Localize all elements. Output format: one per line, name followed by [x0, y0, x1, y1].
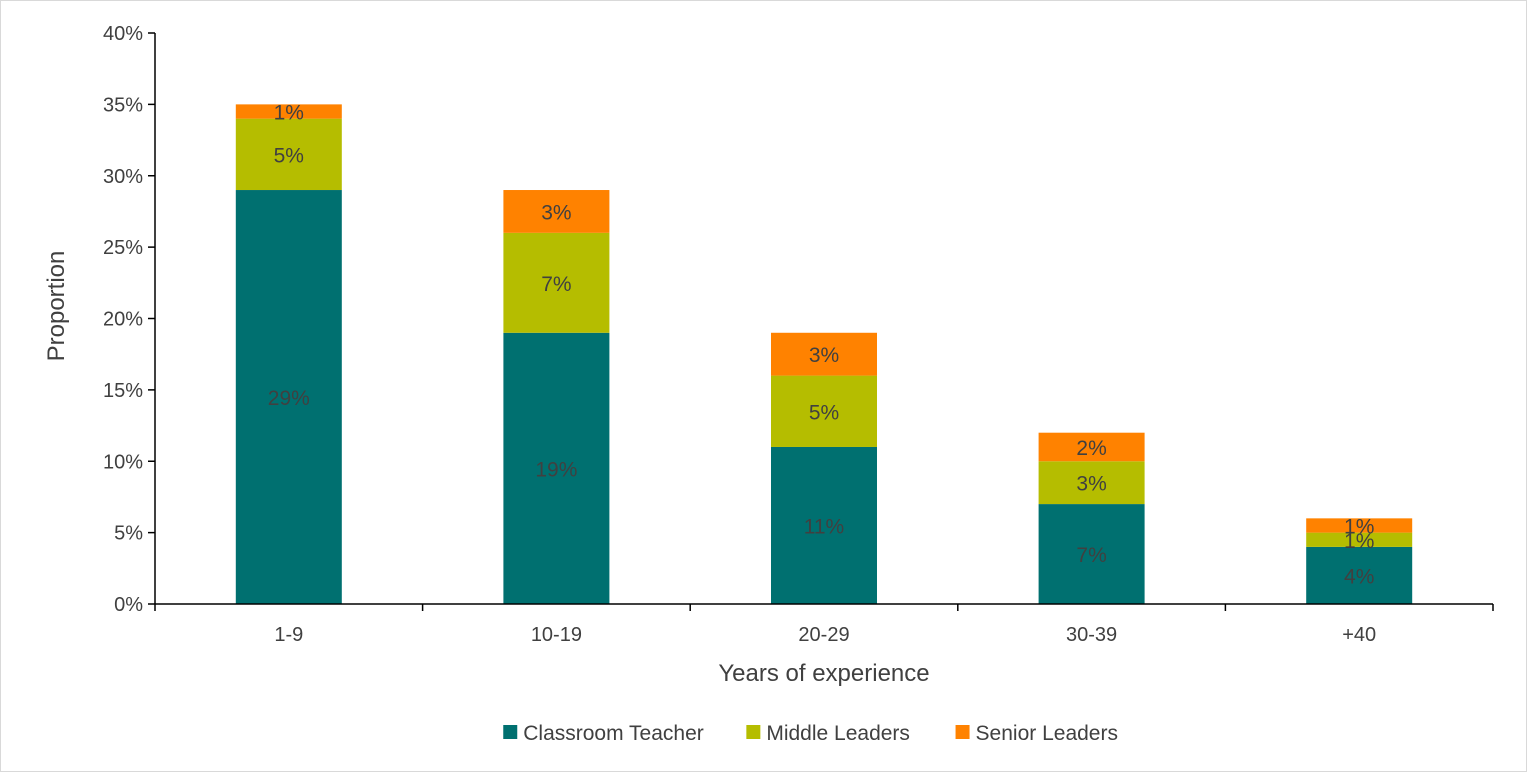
- data-label: 3%: [809, 344, 839, 367]
- data-label: 5%: [809, 401, 839, 424]
- data-label: 5%: [274, 144, 304, 167]
- bar-middle-leaders: [1306, 532, 1413, 547]
- y-axis: 0% 5% 10% 15% 20% 25% 30% 35% 40%: [103, 23, 156, 616]
- bar-middle-leaders: [503, 232, 610, 333]
- y-tick-label: 30%: [103, 166, 143, 188]
- data-label: 2%: [1076, 437, 1106, 460]
- bar-senior-leaders: [1038, 432, 1145, 462]
- bar-classroom-teacher: [503, 332, 610, 604]
- bar-middle-leaders: [771, 375, 877, 447]
- bar-middle-leaders: [235, 118, 342, 191]
- y-tick-label: 35%: [103, 94, 143, 116]
- data-label: 1%: [1344, 530, 1374, 553]
- legend: Classroom Teacher Middle Leaders Senior Le…: [503, 722, 1118, 745]
- bar-middle-leaders: [1038, 461, 1145, 505]
- y-axis-title: Proportion: [43, 251, 70, 362]
- bar-senior-leaders: [235, 104, 342, 119]
- x-axis: 1-9 10-19 20-29 30-39 +40: [154, 603, 1494, 646]
- data-label: 4%: [1344, 565, 1374, 588]
- legend-label-middle-leaders: Middle Leaders: [766, 722, 910, 745]
- y-tick-label: 0%: [114, 594, 143, 616]
- bar-classroom-teacher: [1306, 546, 1413, 604]
- bar-senior-leaders: [503, 190, 610, 233]
- y-tick-label: 15%: [103, 380, 143, 402]
- x-tick-label: 1-9: [274, 624, 303, 646]
- x-tick-label: 20-29: [798, 624, 849, 646]
- bar-senior-leaders: [771, 332, 877, 376]
- data-label: 1%: [274, 102, 304, 125]
- x-tick-label: 10-19: [531, 624, 582, 646]
- legend-label-classroom-teacher: Classroom Teacher: [523, 722, 704, 745]
- bar-senior-leaders: [1306, 518, 1413, 533]
- data-label: 1%: [1344, 515, 1374, 538]
- bar-classroom-teacher: [1038, 504, 1145, 604]
- y-tick-label: 40%: [103, 23, 143, 45]
- data-label: 19%: [535, 458, 577, 481]
- y-tick-label: 25%: [103, 237, 143, 259]
- bar-classroom-teacher: [771, 446, 877, 604]
- data-label: 3%: [1076, 473, 1106, 496]
- legend-swatch-classroom-teacher: [503, 725, 518, 739]
- x-tick-label: 30-39: [1066, 624, 1117, 646]
- bar-classroom-teacher: [235, 190, 342, 604]
- legend-swatch-senior-leaders: [955, 725, 970, 739]
- legend-swatch-middle-leaders: [746, 725, 761, 739]
- y-tick-label: 10%: [103, 451, 143, 473]
- x-axis-title: Years of experience: [718, 660, 929, 687]
- y-tick-label: 5%: [114, 523, 143, 545]
- y-tick-label: 20%: [103, 309, 143, 331]
- data-label: 29%: [268, 387, 310, 410]
- data-label: 11%: [804, 515, 844, 538]
- x-tick-label: +40: [1342, 624, 1376, 646]
- legend-label-senior-leaders: Senior Leaders: [976, 722, 1118, 745]
- data-label: 7%: [541, 273, 571, 296]
- bars: 29%5%1%19%7%3%11%5%3%7%3%2%4%1%1%: [235, 102, 1413, 604]
- data-label: 7%: [1076, 544, 1106, 567]
- data-label: 3%: [541, 201, 571, 224]
